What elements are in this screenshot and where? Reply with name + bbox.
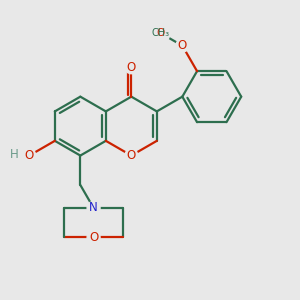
Circle shape bbox=[125, 149, 138, 162]
Text: O: O bbox=[127, 61, 136, 74]
Text: O: O bbox=[178, 39, 187, 52]
Circle shape bbox=[176, 39, 189, 52]
Text: N: N bbox=[89, 202, 98, 214]
Text: O: O bbox=[25, 149, 34, 162]
Circle shape bbox=[125, 61, 138, 74]
Text: O: O bbox=[127, 149, 136, 162]
Circle shape bbox=[151, 24, 170, 43]
Circle shape bbox=[87, 231, 100, 244]
Text: O: O bbox=[157, 28, 165, 38]
Circle shape bbox=[23, 149, 36, 162]
Circle shape bbox=[152, 24, 170, 42]
Text: H: H bbox=[10, 148, 18, 160]
Circle shape bbox=[87, 202, 100, 214]
Text: CH₃: CH₃ bbox=[152, 28, 170, 38]
Text: O: O bbox=[89, 231, 98, 244]
